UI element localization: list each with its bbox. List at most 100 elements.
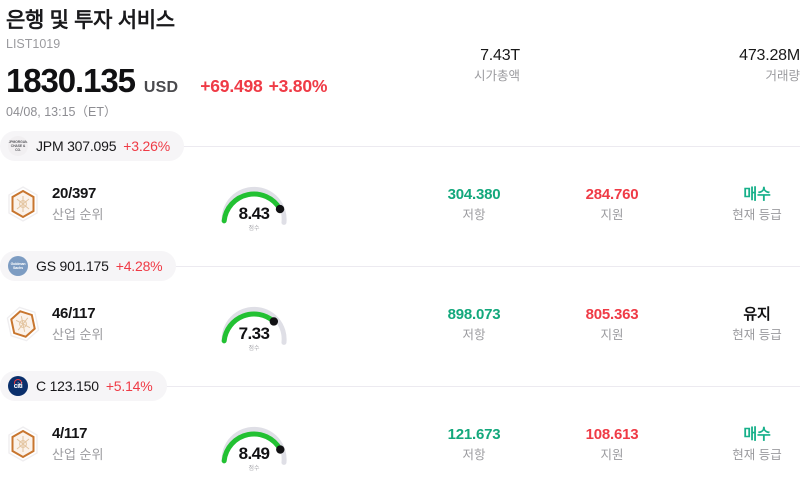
rating-value: 매수 [743, 186, 771, 203]
volume-value: 473.28M [739, 47, 800, 64]
support-value: 284.760 [585, 186, 639, 203]
stat-volume: 473.28M 거래량 [625, 45, 800, 86]
citi-logo-icon: citi [8, 376, 28, 396]
support-value: 805.363 [585, 306, 639, 323]
gauge-fill [221, 431, 283, 464]
resistance-label: 저항 [462, 208, 486, 222]
market-cap-value: 7.43T [480, 47, 520, 64]
metric-support: 108.613 지원 [519, 424, 705, 465]
gauge-fill [221, 191, 283, 224]
volume-label: 거래량 [765, 69, 800, 83]
score-gauge: 8.49 점수 [214, 418, 310, 480]
stock-row[interactable]: Goldman Sachs GS 901.175 +4.28% 46/117 산업 순위 7… [0, 250, 800, 370]
support-label: 지원 [600, 448, 624, 462]
resistance-value: 898.073 [447, 306, 501, 323]
metric-support: 284.760 지원 [519, 184, 705, 225]
industry-rank: 46/117 산업 순위 [6, 304, 103, 344]
stock-list: JPMORGAN CHASE & CO. JPM 307.095 +3.26% 20/3… [0, 130, 800, 488]
citi-logo-arc [14, 379, 23, 385]
metric-resistance: 121.673 저항 [381, 424, 567, 465]
rating-label: 현재 등급 [732, 328, 782, 342]
industry-rank: 4/117 산업 순위 [6, 424, 103, 464]
rating-label: 현재 등급 [732, 448, 782, 462]
metric-resistance: 898.073 저항 [381, 304, 567, 345]
score-value: 8.49 [238, 444, 270, 463]
score-gauge: 7.33 점수 [214, 298, 310, 360]
industry-rank-value: 46/117 [52, 305, 96, 322]
index-change: +69.498 +3.80% [200, 76, 327, 97]
rating-value: 매수 [743, 426, 771, 443]
gauge-fill [221, 311, 277, 344]
stock-header: citi C 123.150 +5.14% [0, 370, 800, 402]
ticker-change-pct: +5.14% [105, 378, 153, 394]
resistance-value: 121.673 [447, 426, 501, 443]
metric-support: 805.363 지원 [519, 304, 705, 345]
quote-header: 은행 및 투자 서비스 LIST1019 1830.135 USD +69.49… [0, 0, 800, 130]
jpm-logo-mark: JPMORGAN CHASE & CO. [8, 140, 28, 152]
ticker-pill[interactable]: JPMORGAN CHASE & CO. JPM 307.095 +3.26% [0, 131, 184, 161]
industry-rank-label: 산업 순위 [52, 447, 104, 462]
row-divider [0, 266, 800, 267]
index-currency: USD [143, 79, 179, 96]
gauge-marker-dot [275, 204, 285, 214]
stock-row[interactable]: citi C 123.150 +5.14% 4/117 산업 순위 8.49 점수 121.6… [0, 370, 800, 488]
resistance-value: 304.380 [447, 186, 501, 203]
support-value: 108.613 [585, 426, 639, 443]
row-divider [0, 386, 800, 387]
gs-logo-mark: Goldman Sachs [10, 261, 26, 270]
score-value: 8.43 [238, 204, 270, 223]
stat-market-cap: 7.43T 시가총액 [415, 45, 625, 86]
gs-logo-icon: Goldman Sachs [8, 256, 28, 276]
industry-rank: 20/397 산업 순위 [6, 184, 103, 224]
citi-logo-mark: citi [13, 383, 23, 390]
score-label: 점수 [248, 346, 260, 352]
jpm-logo-icon: JPMORGAN CHASE & CO. [8, 136, 28, 156]
industry-rank-badge-icon [6, 305, 40, 343]
industry-rank-value: 20/397 [52, 185, 97, 202]
page-title: 은행 및 투자 서비스 [6, 9, 175, 32]
ticker-symbol-and-price: JPM 307.095 [36, 138, 117, 154]
industry-rank-text: 4/117 산업 순위 [52, 424, 103, 464]
industry-rank-label: 산업 순위 [52, 327, 104, 342]
rating-value: 유지 [743, 306, 771, 323]
industry-rank-badge-icon [6, 425, 40, 463]
industry-rank-text: 20/397 산업 순위 [52, 184, 103, 224]
support-label: 지원 [600, 328, 624, 342]
gauge-marker-dot [269, 317, 279, 326]
industry-rank-label: 산업 순위 [52, 207, 104, 222]
industry-rank-value: 4/117 [52, 425, 88, 442]
rating-label: 현재 등급 [732, 208, 782, 222]
ticker-change-pct: +3.26% [123, 138, 170, 154]
ticker-symbol-and-price: GS 901.175 [36, 258, 109, 274]
metric-resistance: 304.380 저항 [381, 184, 567, 225]
stock-row[interactable]: JPMORGAN CHASE & CO. JPM 307.095 +3.26% 20/3… [0, 130, 800, 250]
score-label: 점수 [248, 226, 260, 232]
resistance-label: 저항 [462, 448, 486, 462]
gauge-marker-dot [276, 445, 285, 454]
index-change-pct: +3.80% [268, 76, 328, 96]
ticker-pill[interactable]: citi C 123.150 +5.14% [0, 371, 167, 401]
industry-rank-text: 46/117 산업 순위 [52, 304, 103, 344]
resistance-label: 저항 [462, 328, 486, 342]
support-label: 지원 [600, 208, 624, 222]
stock-header: JPMORGAN CHASE & CO. JPM 307.095 +3.26% [0, 130, 800, 162]
ticker-symbol-and-price: C 123.150 [36, 378, 99, 394]
market-cap-label: 시가총액 [473, 69, 520, 83]
index-change-abs: +69.498 [200, 76, 263, 96]
ticker-change-pct: +4.28% [115, 258, 163, 274]
score-value: 7.33 [238, 324, 270, 343]
index-quote: 1830.135 USD +69.498 +3.80% [6, 62, 800, 100]
score-label: 점수 [248, 466, 260, 472]
ticker-pill[interactable]: Goldman Sachs GS 901.175 +4.28% [0, 251, 177, 281]
stock-header: Goldman Sachs GS 901.175 +4.28% [0, 250, 800, 282]
index-price: 1830.135 [6, 62, 136, 99]
quote-timestamp: 04/08, 13:15（ET） [6, 105, 117, 119]
list-code: LIST1019 [6, 37, 61, 51]
industry-rank-badge-icon [6, 185, 40, 223]
header-stats: 7.43T 시가총액 473.28M 거래량 [415, 45, 800, 86]
